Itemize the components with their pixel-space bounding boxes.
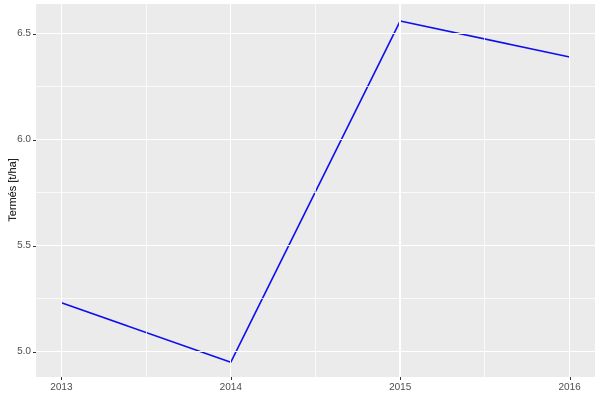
y-tick-mark — [33, 33, 36, 35]
y-tick-label: 6.0 — [17, 134, 31, 146]
x-tick-label: 2013 — [50, 382, 73, 393]
gridline-minor-v — [484, 4, 486, 377]
gridline-major-v — [230, 4, 232, 377]
gridline-major-v — [60, 4, 63, 377]
gridline-major-h — [36, 350, 595, 353]
x-tick-label: 2014 — [219, 382, 242, 393]
x-tick-mark — [61, 377, 63, 380]
x-tick-mark — [400, 377, 402, 380]
y-tick-label: 5.5 — [17, 240, 31, 252]
y-tick-mark — [33, 139, 36, 141]
gridline-major-h — [36, 244, 595, 247]
x-tick-mark — [569, 377, 571, 380]
gridline-minor-v — [315, 4, 316, 377]
y-tick-mark — [33, 351, 36, 353]
x-tick-label: 2016 — [558, 382, 581, 393]
y-tick-mark — [33, 245, 36, 247]
x-tick-mark — [230, 377, 232, 380]
gridline-major-v — [568, 4, 571, 377]
plot-panel — [36, 4, 595, 377]
y-tick-label: 5.0 — [17, 346, 31, 358]
gridline-major-h — [36, 138, 595, 141]
y-tick-label: 6.5 — [17, 28, 31, 40]
gridline-major-h — [36, 32, 595, 35]
gridline-minor-v — [145, 4, 147, 377]
x-tick-label: 2015 — [389, 382, 412, 393]
y-axis-title: Termés [t/ha] — [7, 158, 19, 222]
gridline-major-v — [399, 4, 401, 377]
